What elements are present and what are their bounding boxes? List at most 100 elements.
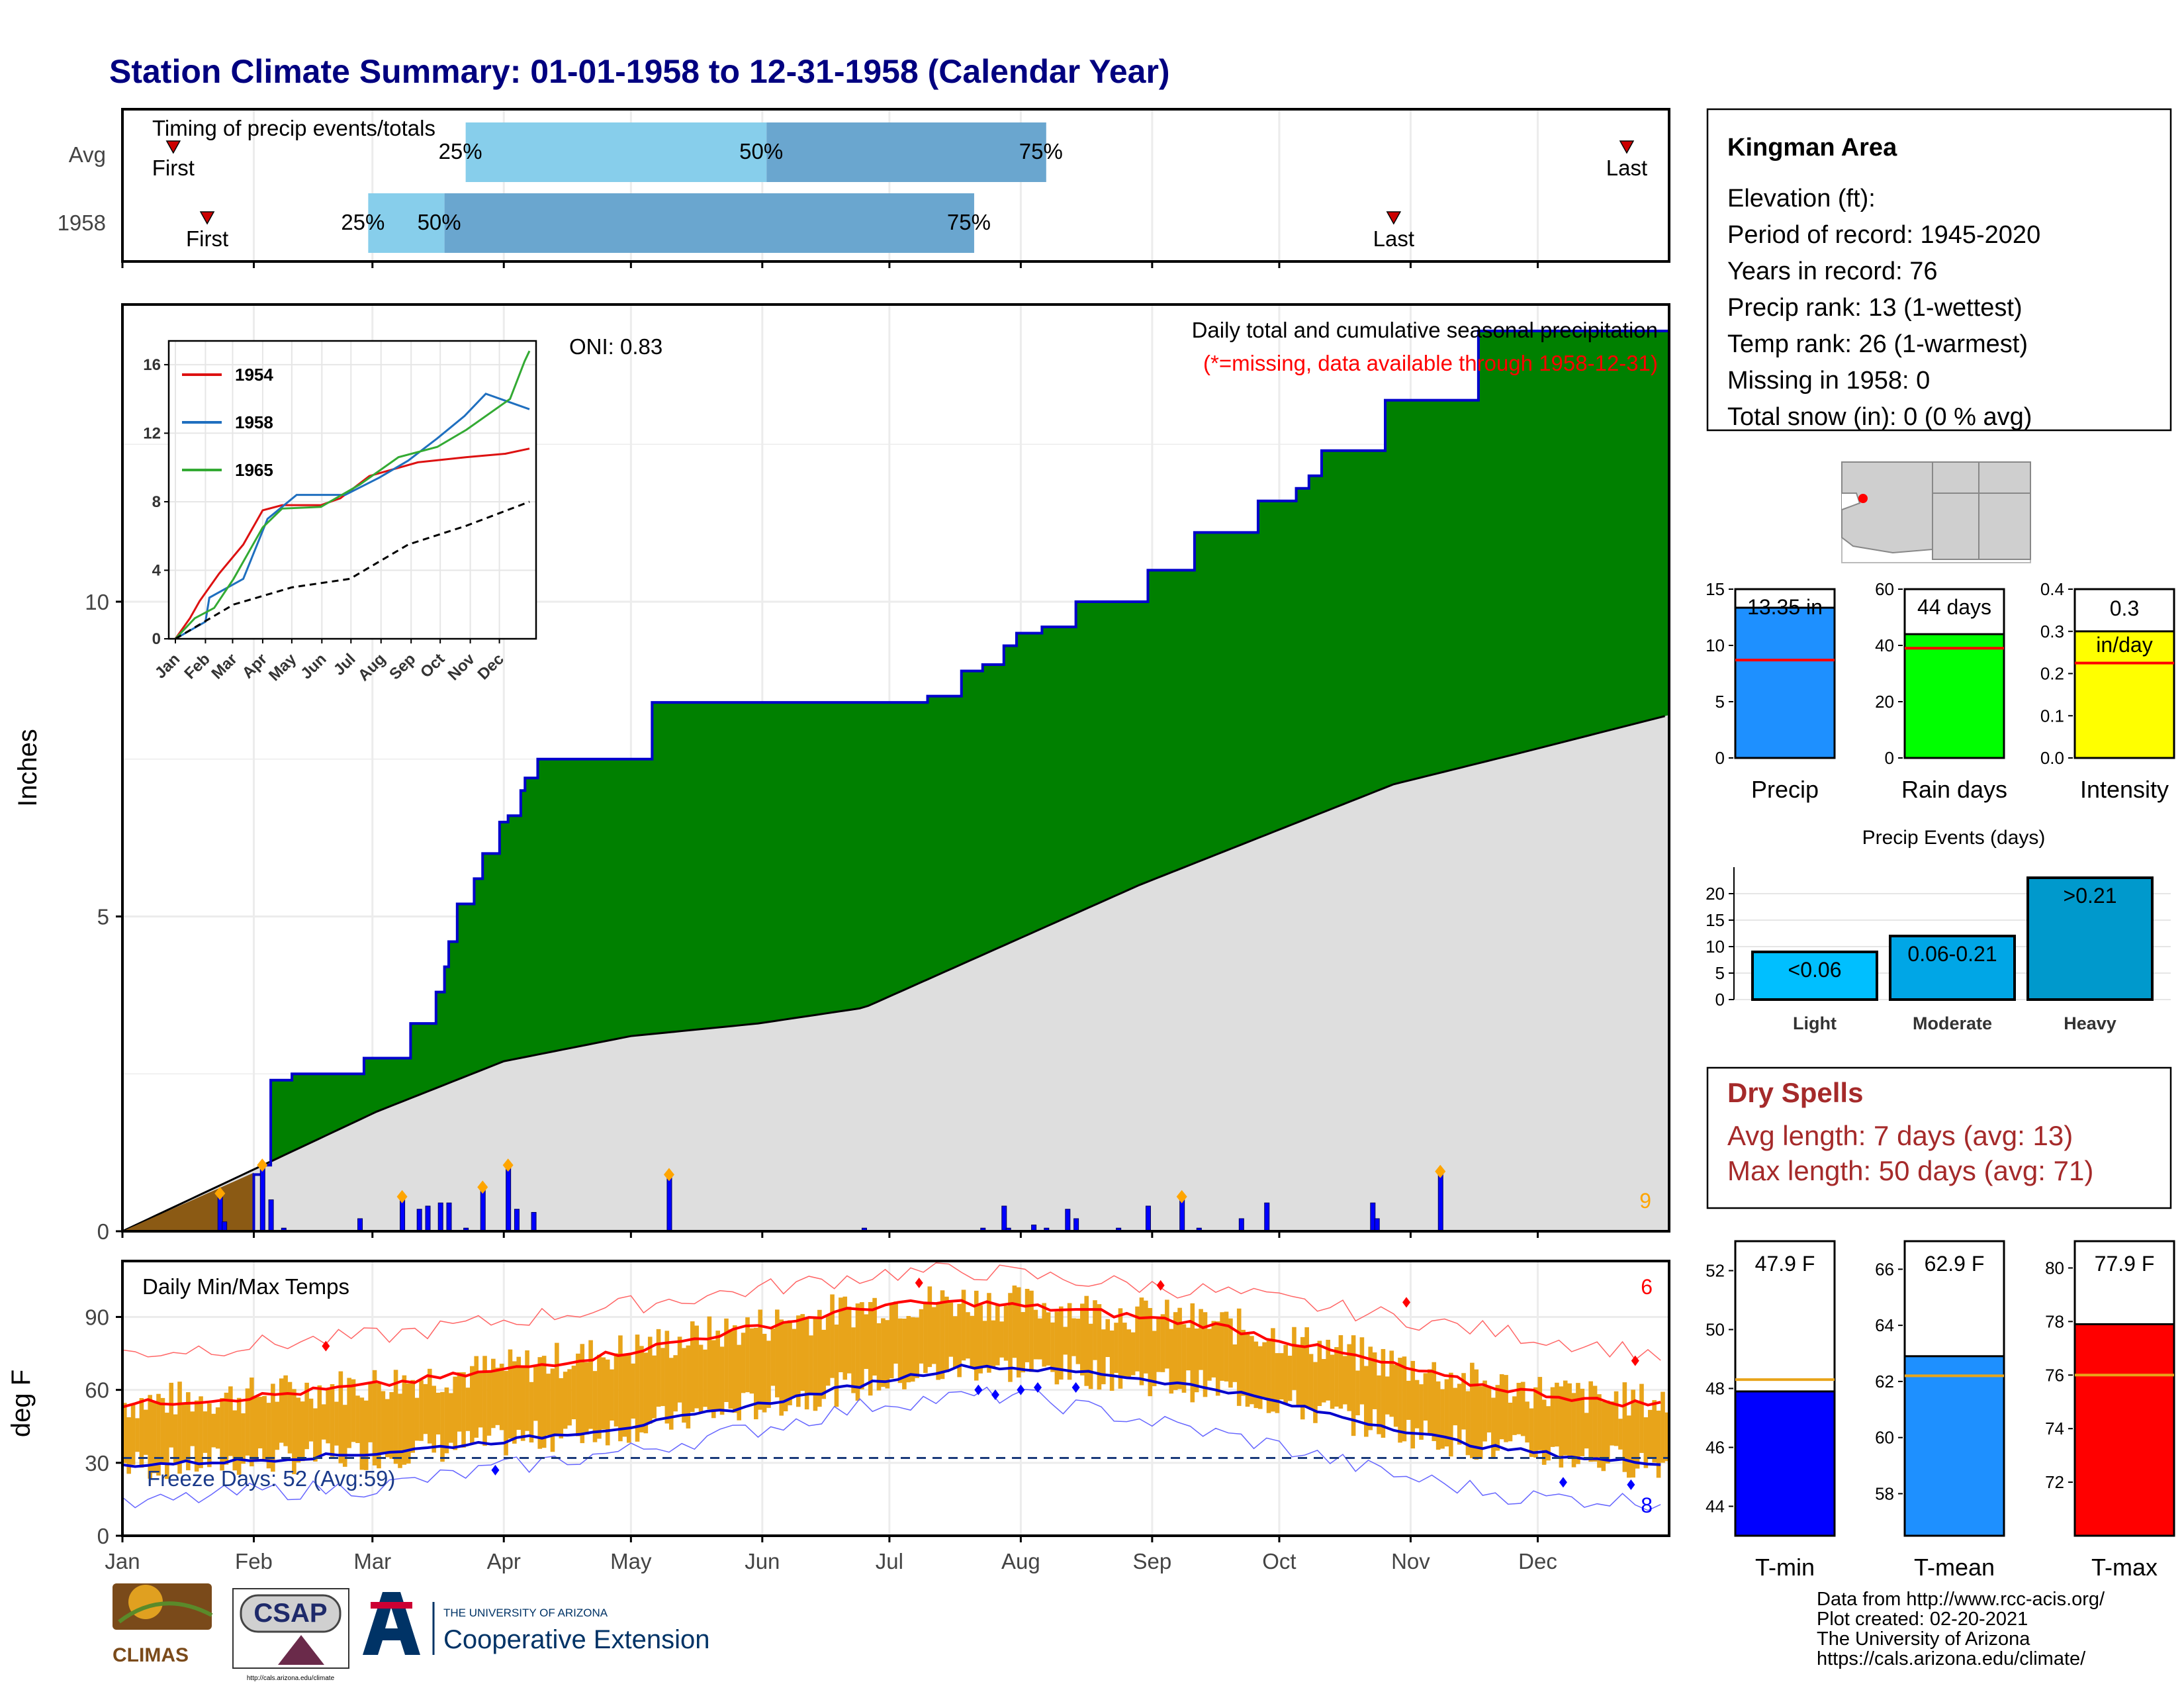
- csap-url: http://cals.arizona.edu/climate: [247, 1675, 335, 1682]
- first-event-label: First: [152, 156, 195, 180]
- stat-ytick-label: 0.2: [2040, 664, 2064, 684]
- events-ytick-label: 15: [1706, 910, 1725, 930]
- daily-temp-bar: [635, 1335, 640, 1442]
- daily-temp-bar: [1355, 1370, 1360, 1416]
- daily-temp-bar: [1368, 1346, 1373, 1430]
- stat-value-label: 44 days: [1917, 595, 1991, 619]
- daily-temp-bar: [1054, 1311, 1060, 1385]
- daily-temp-bar: [1135, 1306, 1140, 1372]
- inset-ytick-label: 16: [143, 356, 161, 374]
- daily-temp-bar: [682, 1348, 686, 1423]
- daily-temp-bar: [546, 1374, 551, 1436]
- temp-stat-value-label: 77.9 F: [2095, 1252, 2155, 1276]
- daily-temp-bar: [1275, 1353, 1280, 1413]
- stat-ytick-label: 60: [1875, 579, 1894, 599]
- station-info: Kingman Area Elevation (ft): Period of re…: [1706, 108, 2172, 432]
- daily-temp-bar: [435, 1392, 441, 1434]
- daily-temp-bar: [881, 1318, 886, 1387]
- daily-temp-bar: [948, 1302, 954, 1357]
- daily-temp-bar: [296, 1397, 301, 1463]
- temp-record-marker: [974, 1384, 983, 1395]
- daily-temp-bar: [495, 1368, 500, 1425]
- stat-label: Rain days: [1901, 776, 2007, 803]
- month-tick-label: Nov: [1391, 1549, 1430, 1573]
- timing-p50-label: 50%: [418, 210, 461, 234]
- csap-text: CSAP: [253, 1599, 327, 1628]
- temp-stat-ytick-label: 66: [1875, 1259, 1894, 1279]
- stat-bar: [1903, 633, 2005, 759]
- page-title: Station Climate Summary: 01-01-1958 to 1…: [109, 53, 1170, 90]
- daily-temp-bar: [592, 1371, 598, 1442]
- daily-temp-bar: [512, 1361, 517, 1444]
- temp-record-marker: [1156, 1280, 1165, 1291]
- daily-temp-bar: [533, 1365, 538, 1421]
- daily-temp-bar: [347, 1378, 351, 1448]
- logos: CLIMAS CSAP http://cals.arizona.edu/clim…: [113, 1583, 709, 1682]
- daily-temp-bar: [1482, 1380, 1487, 1442]
- cumulative-precip-line: [122, 330, 1669, 1233]
- daily-temp-bar: [1071, 1318, 1076, 1356]
- footer-line-2: Plot created: 02-20-2021: [1817, 1609, 2028, 1630]
- daily-temp-bar: [1266, 1340, 1271, 1413]
- daily-temp-bar: [1024, 1289, 1030, 1362]
- station-info-line: Precip rank: 13 (1-wettest): [1727, 294, 2023, 322]
- daily-temp-bar: [944, 1296, 949, 1373]
- daily-temp-bar: [1224, 1311, 1229, 1382]
- daily-precip-bar: [1065, 1209, 1071, 1232]
- daily-temp-bar: [423, 1383, 428, 1434]
- daily-temp-bar: [758, 1309, 763, 1410]
- precip-caption: Daily total and cumulative seasonal prec…: [1192, 318, 1658, 342]
- daily-temp-bar: [186, 1392, 191, 1471]
- daily-temp-bar: [1080, 1303, 1085, 1376]
- stat-bar: [2073, 630, 2175, 759]
- daily-temp-bar: [1300, 1336, 1305, 1420]
- stat-value-unit: in/day: [2096, 633, 2152, 657]
- timing-p25-label: 25%: [439, 139, 482, 164]
- daily-temp-bar: [1160, 1314, 1165, 1372]
- station-location-dot: [1858, 494, 1868, 503]
- daily-temp-bar: [1580, 1388, 1585, 1456]
- dry-spells-avg: Avg length: 7 days (avg: 13): [1727, 1120, 2073, 1151]
- daily-temp-bar: [1347, 1344, 1351, 1411]
- daily-precip-bar: [222, 1221, 228, 1232]
- daily-temp-bar: [398, 1393, 402, 1468]
- station-info-line: Elevation (ft):: [1727, 185, 1876, 212]
- temp-count-low: 8: [1641, 1493, 1653, 1517]
- daily-temp-bar: [499, 1364, 504, 1430]
- daily-temp-bar: [262, 1395, 267, 1462]
- daily-temp-bar: [1567, 1383, 1572, 1459]
- timing-bar-q2: [766, 122, 1046, 182]
- daily-temp-bar: [762, 1333, 767, 1413]
- daily-temp-bar: [1253, 1341, 1259, 1409]
- daily-temp-bar: [1228, 1318, 1233, 1388]
- daily-temp-bar: [461, 1372, 466, 1448]
- daily-temp-bar: [304, 1382, 309, 1450]
- daily-temp-bar: [1330, 1354, 1335, 1409]
- daily-temp-bar: [1296, 1344, 1301, 1407]
- daily-temp-bar: [1461, 1373, 1466, 1430]
- daily-temp-bar: [1029, 1290, 1034, 1372]
- daily-temp-bar: [1432, 1362, 1437, 1441]
- daily-temp-bar: [1626, 1415, 1631, 1478]
- daily-temp-bar: [385, 1399, 390, 1458]
- daily-precip-bar: [1238, 1218, 1244, 1232]
- daily-temp-bar: [393, 1370, 398, 1464]
- temp-stat-ytick-label: 46: [1706, 1438, 1725, 1458]
- daily-precip-bar: [357, 1218, 363, 1232]
- timing-p50-label: 50%: [739, 139, 783, 164]
- daily-temp-bar: [372, 1370, 377, 1466]
- daily-temp-bar: [719, 1346, 725, 1415]
- daily-temp-bar: [677, 1336, 682, 1403]
- daily-temp-bar: [389, 1392, 394, 1459]
- events-ytick-label: 10: [1706, 937, 1725, 957]
- daily-temp-bar: [571, 1366, 576, 1420]
- daily-temp-bar: [813, 1317, 818, 1411]
- daily-temp-bar: [550, 1368, 555, 1452]
- daily-temp-bar: [1241, 1329, 1246, 1396]
- temp-record-marker: [1627, 1479, 1635, 1490]
- daily-temp-bar: [974, 1290, 979, 1381]
- daily-temp-bar: [245, 1388, 250, 1456]
- daily-temp-bar: [559, 1378, 564, 1438]
- daily-temp-bar: [563, 1372, 568, 1429]
- dry-spells-title: Dry Spells: [1727, 1077, 1863, 1108]
